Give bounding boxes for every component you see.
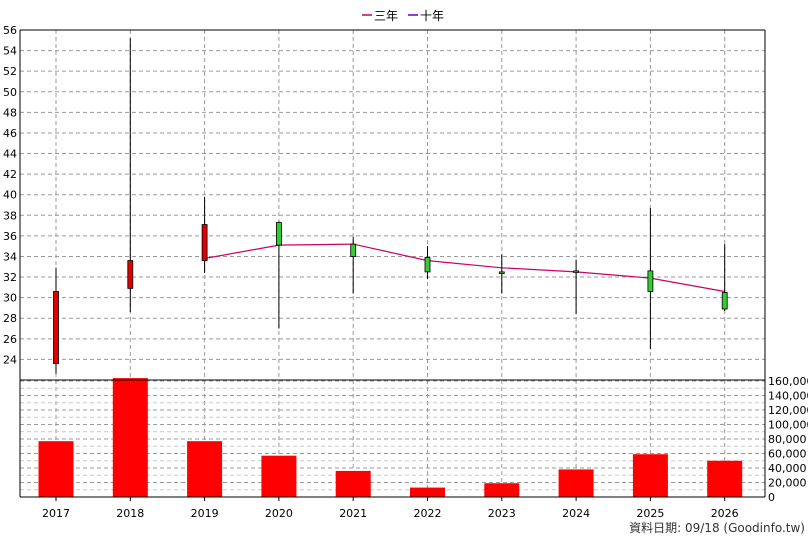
volume-bar-2017 [38, 441, 74, 497]
price-tick-label: 52 [3, 65, 17, 78]
price-tick-label: 32 [3, 271, 17, 284]
candle-2023 [498, 254, 505, 294]
x-axis: 2017 2018 2019 2020 2021 2022 2023 2024 2025 2026 [19, 29, 766, 520]
candle-body [424, 257, 431, 273]
volume-bar-2020 [261, 455, 297, 497]
candle-body [53, 291, 59, 364]
candle-2021 [350, 236, 357, 294]
candle-2019 [201, 196, 208, 273]
legend-label: 十年 [420, 9, 444, 23]
price-tick-label: 44 [3, 148, 17, 161]
candle-body [573, 270, 579, 273]
x-tick-label: 2018 [116, 507, 144, 520]
legend: 三年 十年 [362, 9, 444, 23]
x-tick-label: 2021 [339, 507, 367, 520]
volume-tick-label: 100,000 [768, 419, 808, 432]
volume-tick-label: 60,000 [768, 448, 807, 461]
source-note: 資料日期: 09/18 (Goodinfo.tw) [629, 521, 805, 535]
volume-bar-2025 [632, 454, 668, 497]
price-tick-label: 36 [3, 230, 17, 243]
volume-bar-2022 [410, 487, 445, 497]
volume-bar-2023 [484, 483, 520, 497]
price-tick-label: 46 [3, 127, 17, 140]
volume-tick-label: 160,000 [768, 375, 808, 388]
price-tick-label: 26 [3, 333, 17, 346]
price-tick-label: 48 [3, 106, 17, 119]
candle-2026 [721, 244, 728, 312]
candle-body [201, 224, 208, 261]
candle-2017 [53, 267, 59, 374]
legend-label: 三年 [374, 9, 398, 23]
x-tick-label: 2023 [488, 507, 516, 520]
candle-2018 [127, 38, 134, 313]
candle-body [498, 271, 505, 274]
x-tick-label: 2017 [42, 507, 70, 520]
candle-2025 [647, 208, 654, 350]
candle-2020 [275, 221, 282, 329]
price-tick-label: 38 [3, 209, 17, 222]
volume-tick-label: 140,000 [768, 390, 808, 403]
x-tick-label: 2026 [711, 507, 739, 520]
price-tick-label: 50 [3, 86, 17, 99]
price-tick-label: 54 [3, 45, 17, 58]
price-tick-label: 56 [3, 24, 17, 37]
price-plot-area [20, 30, 765, 380]
candle-body [647, 270, 654, 292]
legend-item: 十年 [408, 9, 444, 23]
volume-bar-2019 [187, 441, 223, 497]
volume-tick-label: 120,000 [768, 404, 808, 417]
volume-tick-label: 40,000 [768, 462, 807, 475]
price-tick-label: 34 [3, 250, 17, 263]
candle-2024 [573, 259, 579, 315]
x-tick-label: 2024 [562, 507, 590, 520]
legend-item: 三年 [362, 9, 398, 23]
volume-tick-label: 20,000 [768, 477, 807, 490]
price-tick-label: 40 [3, 189, 17, 202]
volume-tick-label: 0 [768, 491, 775, 504]
price-tick-label: 42 [3, 168, 17, 181]
avg-line-三年 [204, 243, 725, 293]
x-tick-label: 2020 [265, 507, 293, 520]
candle-2022 [424, 246, 431, 280]
candle-body [721, 292, 728, 310]
volume-bar-2024 [558, 469, 594, 497]
price-panel: 24 26 28 30 32 34 36 38 40 42 44 46 48 50 52 54 56 [3, 24, 765, 497]
x-tick-label: 2025 [636, 507, 664, 520]
volume-bar-2018 [112, 378, 148, 497]
price-tick-label: 28 [3, 312, 17, 325]
candle-body [350, 243, 357, 257]
candle-body [275, 222, 282, 246]
volume-tick-label: 80,000 [768, 433, 807, 446]
price-tick-label: 30 [3, 292, 17, 305]
candle-body [127, 260, 134, 289]
price-tick-label: 24 [3, 353, 17, 366]
volume-panel: 020,00040,00060,00080,000100,000120,0001… [20, 375, 808, 504]
x-tick-label: 2022 [414, 507, 442, 520]
volume-bar-2021 [335, 470, 371, 497]
volume-bar-2026 [707, 460, 743, 497]
x-tick-label: 2019 [191, 507, 219, 520]
